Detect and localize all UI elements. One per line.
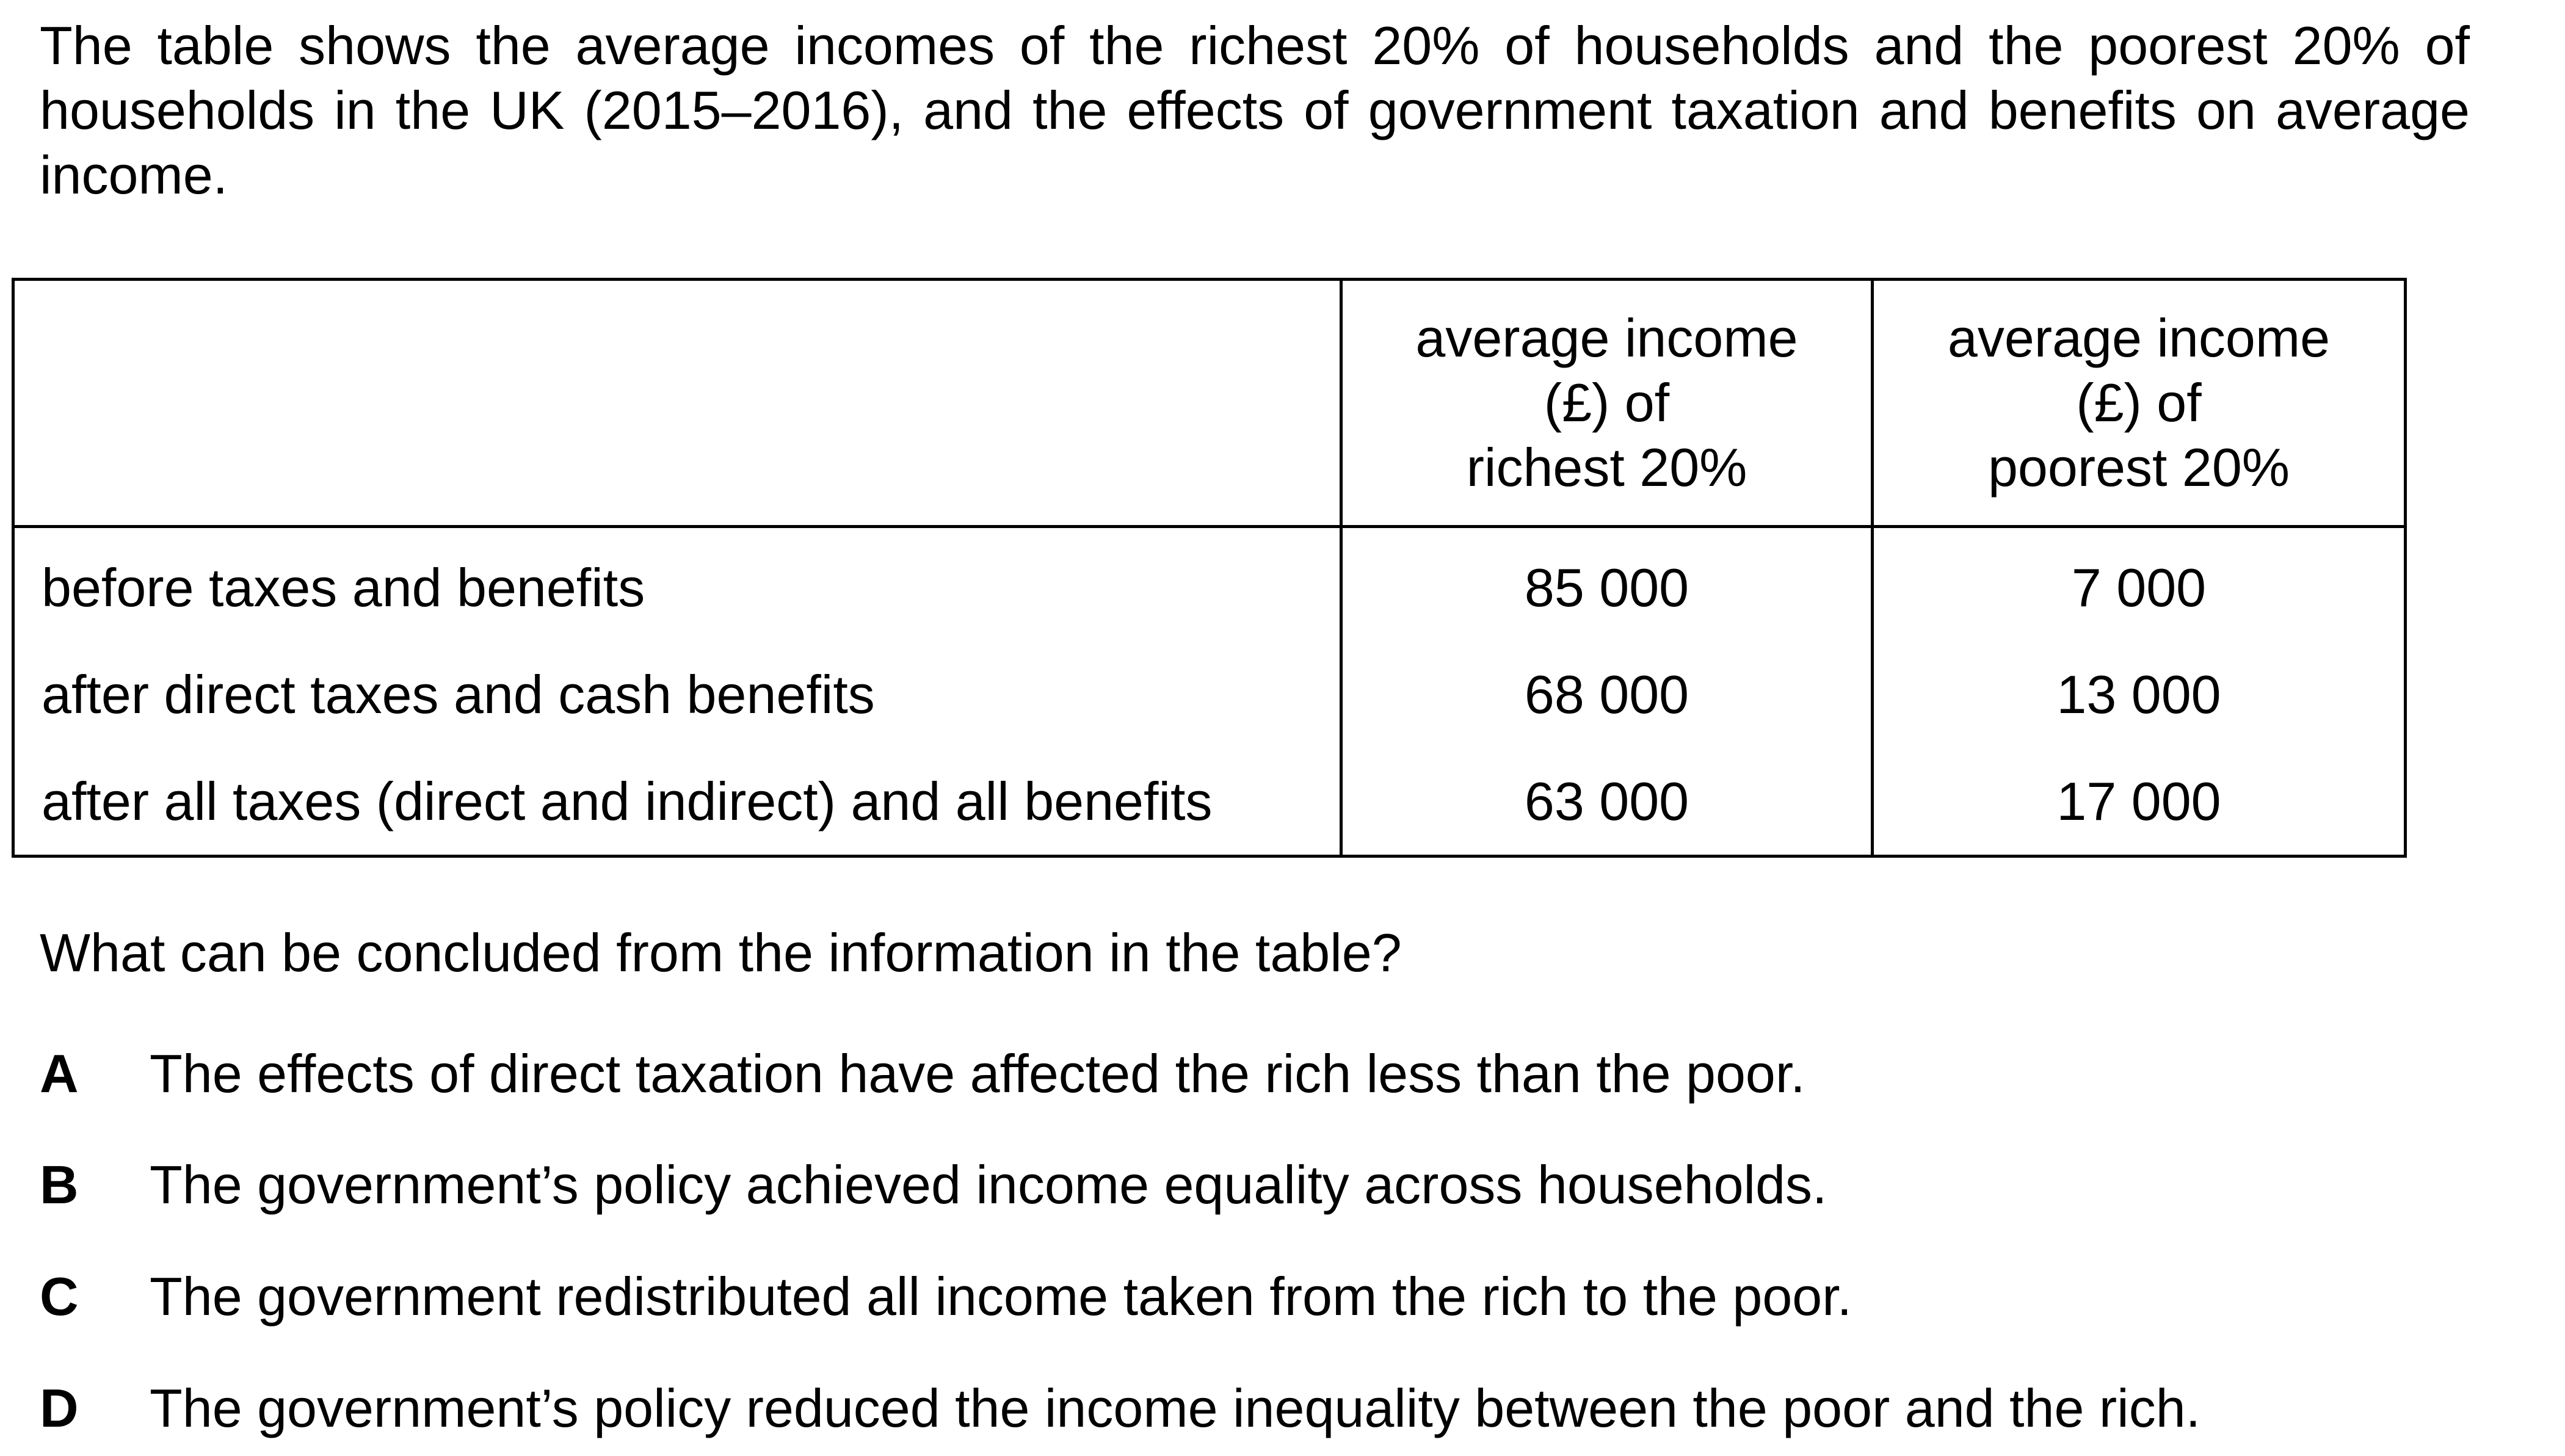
header-richest-line-3: richest 20% xyxy=(1466,437,1747,498)
option-text: The effects of direct taxation have affe… xyxy=(150,1043,1805,1104)
question-text: What can be concluded from the informati… xyxy=(40,922,1402,983)
income-table: average income (£) of richest 20% averag… xyxy=(12,278,2407,858)
header-poorest-line-1: average income xyxy=(1947,308,2331,368)
table-row: after all taxes (direct and indirect) an… xyxy=(12,748,2407,858)
row-label: after all taxes (direct and indirect) an… xyxy=(12,748,1343,858)
poorest-value: 13 000 xyxy=(1871,641,2407,748)
header-poorest-line-2: (£) of xyxy=(2076,372,2202,433)
header-richest-line-1: average income xyxy=(1415,308,1798,368)
header-richest-line-2: (£) of xyxy=(1544,372,1670,433)
option-text: The government redistributed all income … xyxy=(150,1266,1852,1327)
richest-value: 85 000 xyxy=(1340,526,1874,641)
table-row: before taxes and benefits 85 000 7 000 xyxy=(12,526,2407,641)
option-letter: A xyxy=(40,1043,79,1104)
richest-value: 63 000 xyxy=(1340,748,1874,858)
intro-paragraph: The table shows the average incomes of t… xyxy=(40,15,2470,205)
option-c[interactable]: C The government redistributed all income… xyxy=(40,1264,1852,1329)
table-header-row: average income (£) of richest 20% averag… xyxy=(12,278,2407,528)
option-d[interactable]: D The government’s policy reduced the inc… xyxy=(40,1376,2200,1441)
poorest-value: 17 000 xyxy=(1871,748,2407,858)
row-label: before taxes and benefits xyxy=(12,526,1343,641)
richest-value: 68 000 xyxy=(1340,641,1874,748)
row-label: after direct taxes and cash benefits xyxy=(12,641,1343,748)
option-text: The government’s policy achieved income … xyxy=(150,1154,1827,1215)
option-a[interactable]: A The effects of direct taxation have aff… xyxy=(40,1041,1805,1106)
header-poorest-line-3: poorest 20% xyxy=(1987,437,2290,498)
header-poorest: average income (£) of poorest 20% xyxy=(1871,278,2407,528)
option-letter: C xyxy=(40,1266,79,1327)
option-letter: B xyxy=(40,1154,79,1215)
poorest-value: 7 000 xyxy=(1871,526,2407,641)
table-row: after direct taxes and cash benefits 68 … xyxy=(12,641,2407,748)
option-letter: D xyxy=(40,1378,79,1438)
header-blank-cell xyxy=(12,278,1343,528)
option-text: The government’s policy reduced the inco… xyxy=(150,1378,2201,1438)
header-richest: average income (£) of richest 20% xyxy=(1340,278,1874,528)
option-b[interactable]: B The government’s policy achieved income… xyxy=(40,1153,1827,1217)
